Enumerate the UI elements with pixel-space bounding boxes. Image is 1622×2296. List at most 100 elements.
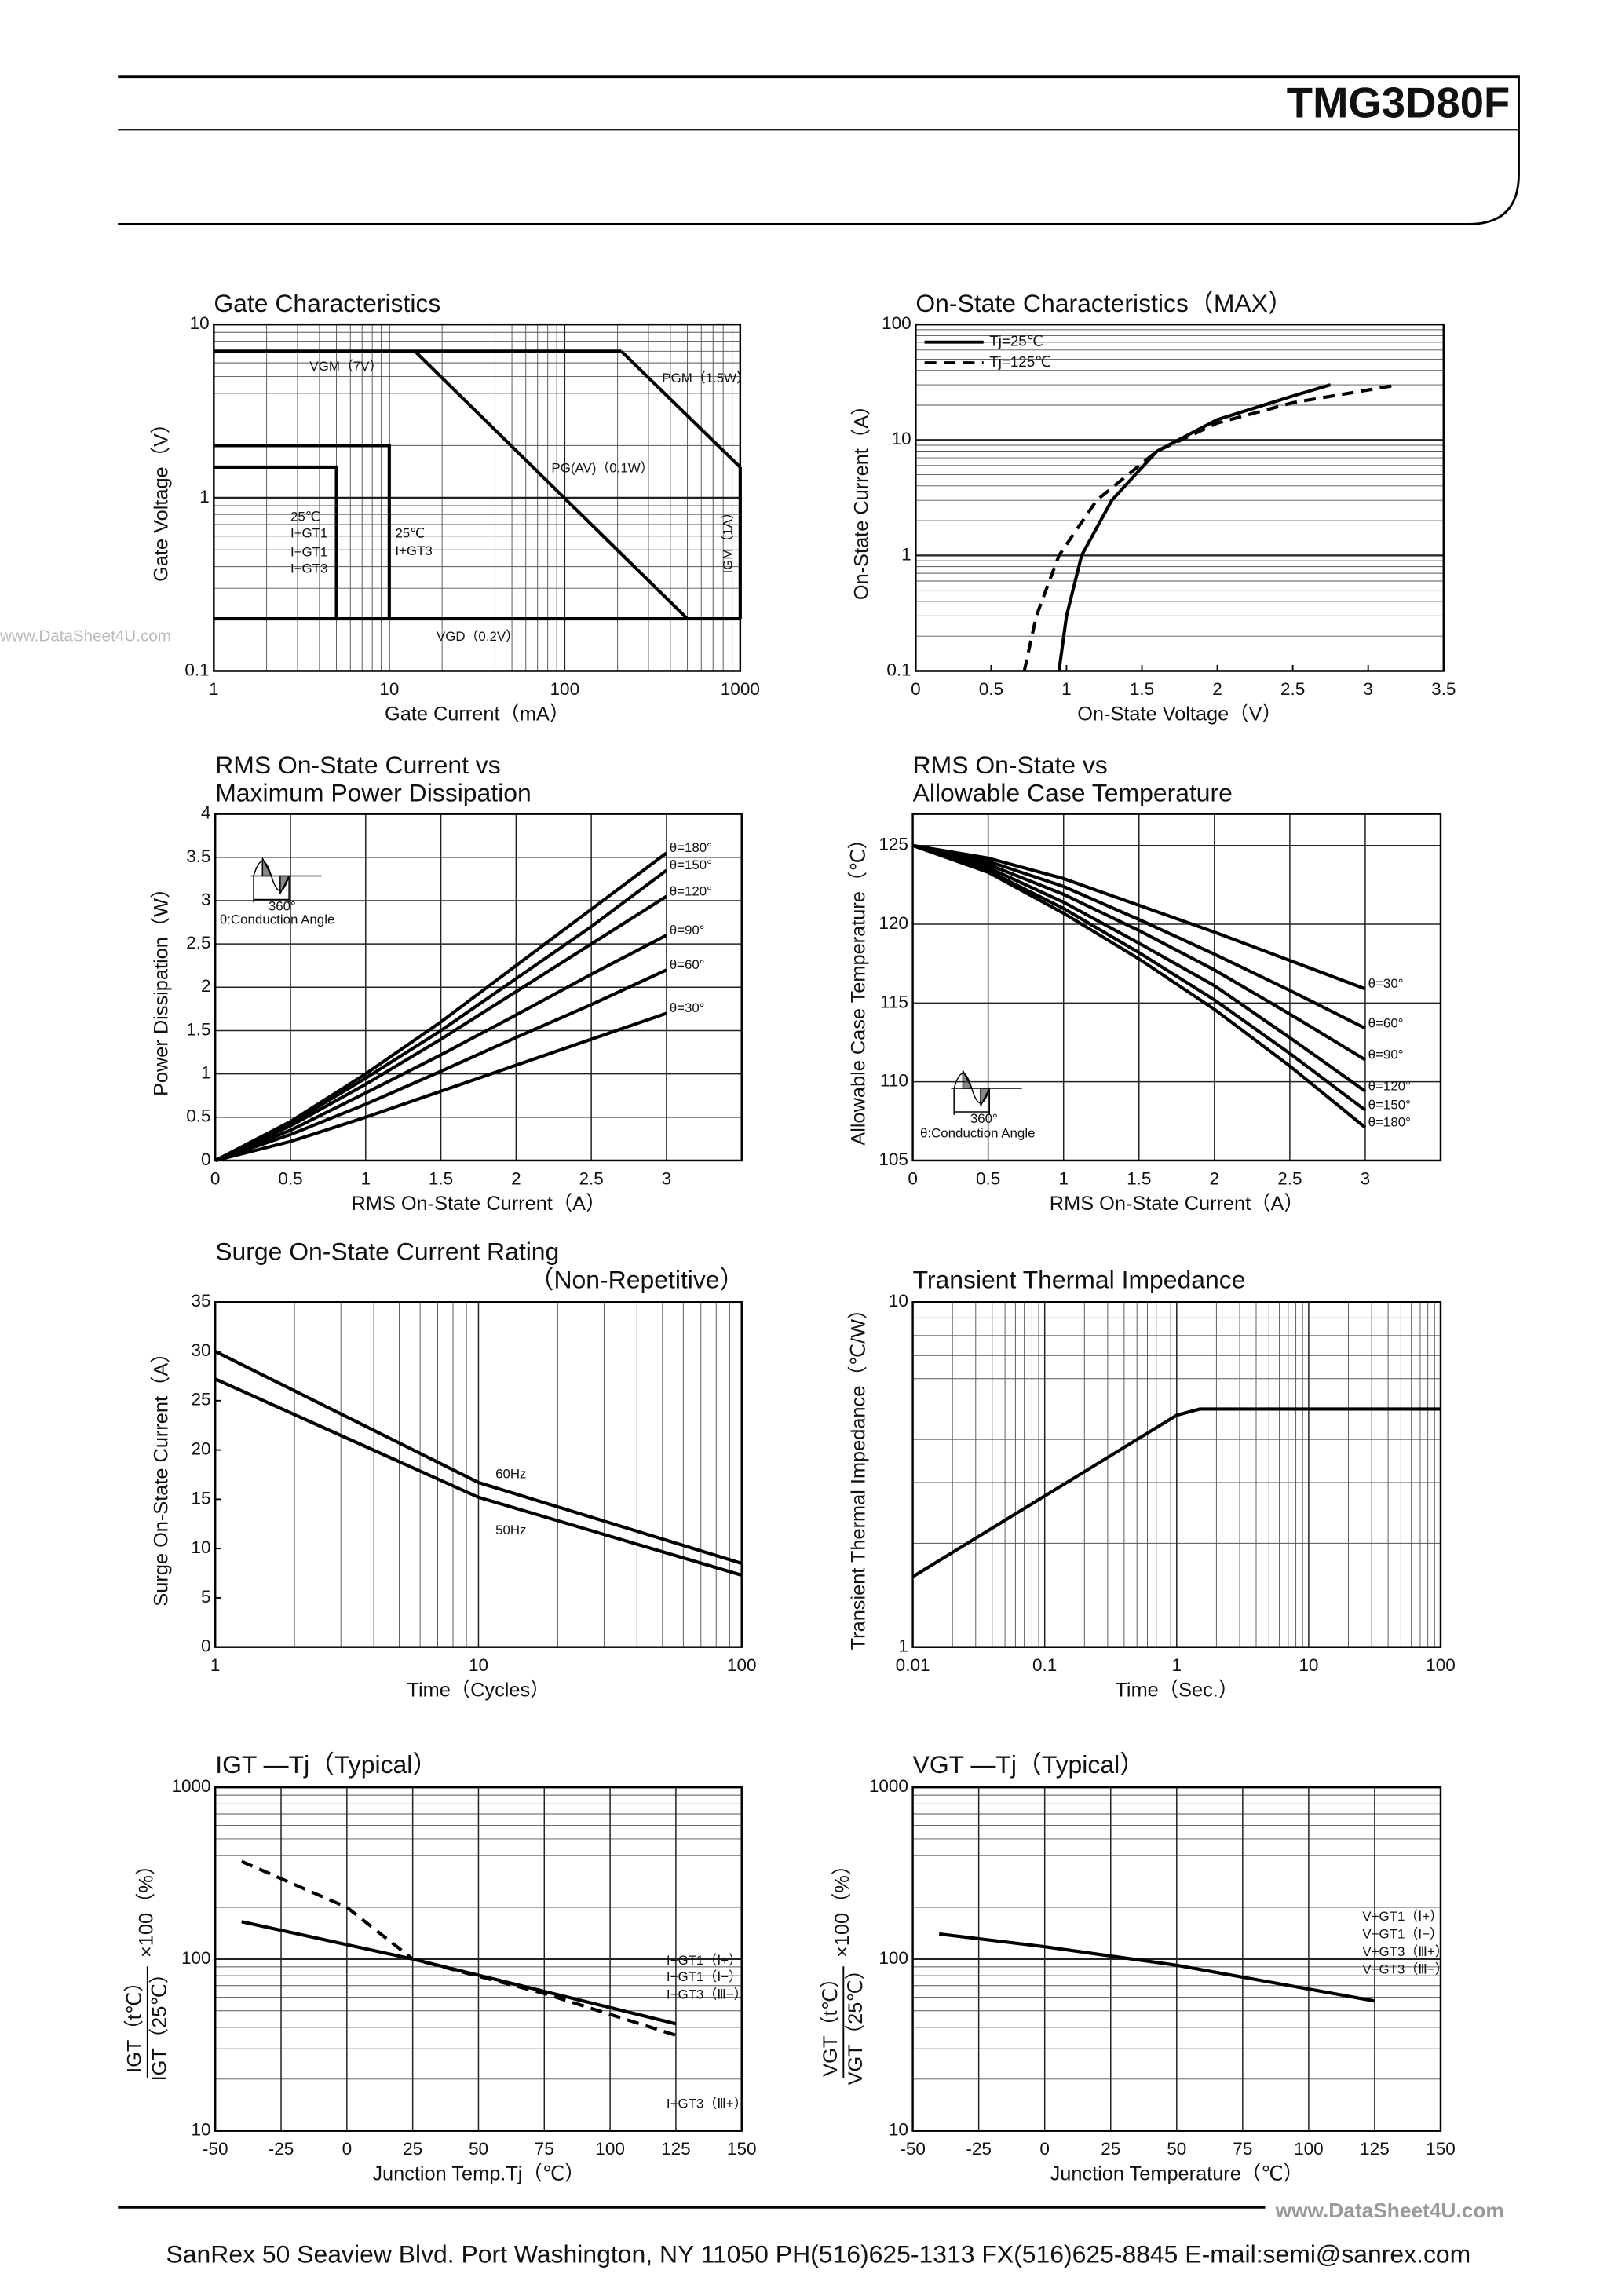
y-axis-label-unit: ×100（%）	[831, 1855, 853, 1958]
y-tick-label: 25	[192, 1390, 211, 1409]
conduction-angle-icon	[250, 857, 322, 903]
y-tick-label: 2.5	[186, 933, 210, 952]
series-line	[911, 843, 1367, 1129]
annotation: IGM（1A）	[720, 506, 735, 573]
y-axis-label: Allowable Case Temperature（℃）	[848, 829, 870, 1146]
annotation: I+GT1（Ⅰ+）	[667, 1953, 742, 1968]
x-tick-label: 75	[535, 2139, 554, 2159]
x-tick-label: 0.5	[976, 1168, 1000, 1188]
x-tick-label: 1	[1061, 679, 1072, 699]
series-label: θ=120°	[670, 883, 712, 898]
series-line	[214, 1011, 667, 1162]
x-tick-label: 150	[1426, 2139, 1456, 2159]
series-line	[911, 1407, 1441, 1578]
header-frame	[118, 75, 1520, 225]
x-tick-label: 0.1	[1032, 1655, 1057, 1675]
x-tick-label: 150	[727, 2139, 757, 2159]
series-line	[214, 894, 668, 1162]
conduction-angle-icon	[951, 1070, 1022, 1115]
y-tick-label: 1	[901, 544, 911, 564]
series-label: θ=180°	[670, 840, 712, 855]
x-tick-label: 50	[1167, 2139, 1186, 2159]
x-tick-label: 1.5	[429, 1168, 453, 1188]
y-tick-label: 10	[192, 1537, 211, 1557]
annotation: PG(AV)（0.1W）	[551, 461, 653, 476]
x-tick-label: 3	[1361, 1168, 1371, 1188]
chart-title: RMS On-State Current vs	[215, 751, 501, 779]
series-line	[619, 349, 742, 469]
x-tick-label: 25	[403, 2139, 422, 2159]
series-label: θ=150°	[1368, 1098, 1411, 1113]
plot-frame	[911, 813, 1442, 1162]
annotation: I+GT1	[290, 525, 327, 540]
x-tick-label: 0.5	[979, 679, 1003, 699]
series-line	[912, 843, 1366, 1030]
x-tick-label: 50	[469, 2139, 488, 2159]
x-tick-label: 100	[1426, 1655, 1456, 1675]
x-tick-label: 125	[1360, 2139, 1390, 2159]
y-tick-label: 10	[190, 313, 210, 333]
y-tick-label: 1	[201, 1063, 211, 1083]
series-line	[1057, 383, 1332, 671]
annotation: I−GT3	[290, 561, 327, 576]
x-tick-label: 10	[379, 679, 399, 699]
series-label: θ=30°	[1368, 976, 1404, 991]
y-tick-label: 125	[879, 835, 908, 854]
series-label: θ=150°	[670, 857, 712, 872]
x-tick-label: 0.5	[278, 1168, 302, 1188]
y-tick-label: 10	[892, 429, 911, 448]
y-tick-label: 100	[181, 1948, 211, 1968]
x-tick-label: -50	[900, 2139, 926, 2159]
annotation: θ:Conduction Angle	[920, 1126, 1036, 1141]
y-tick-label: 120	[879, 913, 908, 933]
x-tick-label: 0	[1039, 2139, 1050, 2159]
x-tick-label: 0	[908, 1168, 918, 1188]
annotation: 25℃	[290, 510, 320, 525]
x-tick-label: 10	[469, 1655, 488, 1675]
series-line	[214, 465, 338, 620]
watermark: www.DataSheet4U.com	[1275, 2199, 1504, 2222]
x-tick-label: 25	[1101, 2139, 1120, 2159]
series-label: θ=30°	[670, 1000, 705, 1015]
x-axis-label: Junction Temperature（℃）	[1050, 2163, 1303, 2185]
series-line	[214, 1377, 743, 1578]
x-tick-label: 3	[1363, 679, 1373, 699]
y-axis-label-numerator: VGT（t℃）	[820, 1968, 842, 2076]
x-tick-label: 100	[1294, 2139, 1324, 2159]
plot-frame	[214, 1301, 743, 1648]
series-line	[240, 1859, 677, 2037]
legend-label: Tj=25℃	[989, 333, 1043, 349]
y-tick-label: 0.1	[184, 660, 209, 679]
x-tick-label: 2	[1210, 1168, 1220, 1188]
y-tick-label: 3	[201, 890, 211, 909]
x-tick-label: 1	[1172, 1655, 1182, 1675]
x-tick-label: 0	[342, 2139, 353, 2159]
annotation: 360°	[970, 1111, 998, 1126]
x-tick-label: 10	[1299, 1655, 1318, 1675]
series-line	[912, 843, 1367, 1062]
y-tick-label: 10	[889, 1291, 908, 1311]
series-line	[1022, 383, 1399, 671]
watermark: www.DataSheet4U.com	[0, 627, 171, 645]
x-tick-label: 0	[911, 679, 921, 699]
chart-title: Transient Thermal Impedance	[913, 1265, 1246, 1293]
series-label: θ=60°	[1368, 1015, 1404, 1030]
series-line	[214, 1350, 743, 1565]
x-axis-label: Time（Sec.）	[1115, 1680, 1238, 1702]
series-label: θ=120°	[1368, 1079, 1411, 1094]
series-label: θ=180°	[1368, 1115, 1411, 1130]
y-tick-label: 10	[889, 2120, 908, 2140]
annotation: PGM（1.5W）	[662, 371, 750, 386]
y-axis-label: VGT（t℃） VGT（25℃）×100（%）	[820, 1855, 867, 2086]
y-axis-label: Gate Voltage（V）	[150, 414, 172, 582]
y-tick-label: 1000	[869, 1776, 908, 1796]
y-tick-label: 10	[192, 2120, 211, 2140]
y-axis-label: Power Dissipation（W）	[150, 879, 172, 1096]
annotation: I+GT3（Ⅲ+）	[667, 2096, 747, 2111]
annotation: 60Hz	[495, 1466, 526, 1481]
y-axis-label: Transient Thermal Impedance（℃/W）	[848, 1300, 870, 1651]
x-tick-label: 1	[210, 1655, 221, 1675]
chart-title: Gate Characteristics	[214, 289, 440, 317]
